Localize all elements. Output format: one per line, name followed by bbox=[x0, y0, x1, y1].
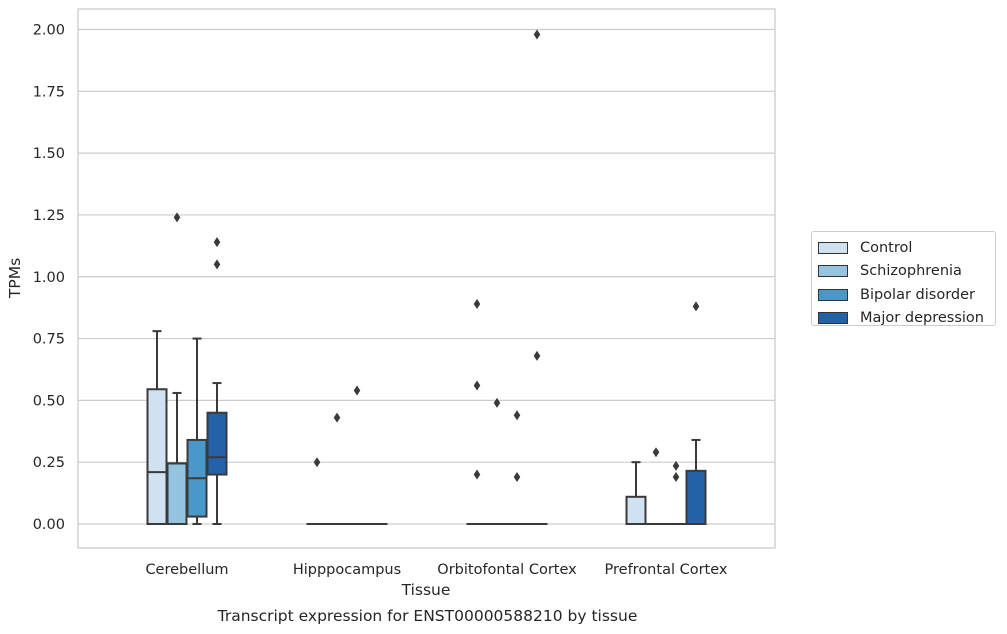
outlier-point bbox=[473, 469, 481, 480]
box-body bbox=[625, 495, 647, 525]
legend-swatch bbox=[818, 241, 848, 254]
y-tick-label: 0.00 bbox=[33, 517, 65, 533]
outlier-point bbox=[672, 460, 680, 471]
legend: Control Schizophrenia Bipolar disorder Majo… bbox=[811, 231, 996, 326]
box-body bbox=[166, 462, 188, 525]
x-tick-labels: Cerebellum Hipppocampus Orbitofontal Corte… bbox=[145, 562, 727, 578]
box-major-depression-0 bbox=[206, 237, 228, 525]
box-control-2 bbox=[466, 298, 488, 526]
outlier-point bbox=[652, 447, 660, 458]
box-control-0 bbox=[146, 330, 168, 525]
outlier-point bbox=[513, 472, 521, 483]
legend-item: Schizophrenia bbox=[818, 260, 995, 284]
y-tick-labels: 0.00 0.25 0.50 0.75 1.00 1.25 1.50 1.75 2.00 bbox=[33, 23, 65, 534]
outlier-point bbox=[692, 301, 700, 312]
x-tick-label: Prefrontal Cortex bbox=[605, 562, 728, 578]
box-schizophrenia-1 bbox=[326, 412, 348, 526]
outlier-point bbox=[213, 237, 221, 248]
box-body bbox=[685, 469, 707, 525]
box-major-depression-3 bbox=[685, 301, 707, 525]
legend-label: Bipolar disorder bbox=[860, 286, 975, 303]
legend-item: Bipolar disorder bbox=[818, 283, 995, 307]
outlier-point bbox=[473, 298, 481, 309]
legend-swatch bbox=[818, 312, 848, 325]
outlier-point bbox=[333, 412, 341, 423]
outlier-point bbox=[473, 380, 481, 391]
box-bipolar-disorder-0 bbox=[186, 337, 208, 525]
legend-label: Schizophrenia bbox=[860, 263, 962, 280]
box-major-depression-2 bbox=[526, 29, 548, 526]
legend-swatch bbox=[818, 265, 848, 278]
outlier-point bbox=[353, 385, 361, 396]
y-tick-label: 1.75 bbox=[33, 84, 65, 100]
outlier-point bbox=[173, 212, 181, 223]
legend-swatch bbox=[818, 288, 848, 301]
legend-item: Control bbox=[818, 236, 995, 260]
y-axis-label: TPMs bbox=[6, 258, 24, 299]
outlier-point bbox=[672, 472, 680, 483]
y-tick-label: 0.50 bbox=[33, 393, 65, 409]
boxes-layer bbox=[146, 29, 707, 526]
legend-item: Major depression bbox=[818, 307, 995, 331]
box-body bbox=[206, 411, 228, 476]
outlier-point bbox=[493, 397, 501, 408]
y-tick-label: 0.25 bbox=[33, 455, 65, 471]
x-axis-label: Tissue bbox=[401, 581, 451, 599]
box-body bbox=[146, 388, 168, 525]
y-tick-label: 1.50 bbox=[33, 146, 65, 162]
legend-label: Major depression bbox=[860, 310, 984, 327]
y-tick-label: 0.75 bbox=[33, 332, 65, 348]
y-tick-label: 2.00 bbox=[33, 23, 65, 39]
outlier-point bbox=[533, 29, 541, 40]
figure-caption: Transcript expression for ENST0000058821… bbox=[217, 607, 638, 625]
x-tick-label: Hipppocampus bbox=[293, 562, 401, 578]
legend-label: Control bbox=[860, 239, 913, 256]
x-tick-label: Cerebellum bbox=[145, 562, 228, 578]
outlier-point bbox=[313, 457, 321, 468]
outlier-point bbox=[533, 350, 541, 361]
y-tick-label: 1.25 bbox=[33, 208, 65, 224]
box-control-3 bbox=[625, 461, 647, 525]
x-tick-label: Orbitofontal Cortex bbox=[437, 562, 577, 578]
outlier-point bbox=[213, 259, 221, 270]
outlier-point bbox=[513, 410, 521, 421]
y-tick-label: 1.00 bbox=[33, 270, 65, 286]
